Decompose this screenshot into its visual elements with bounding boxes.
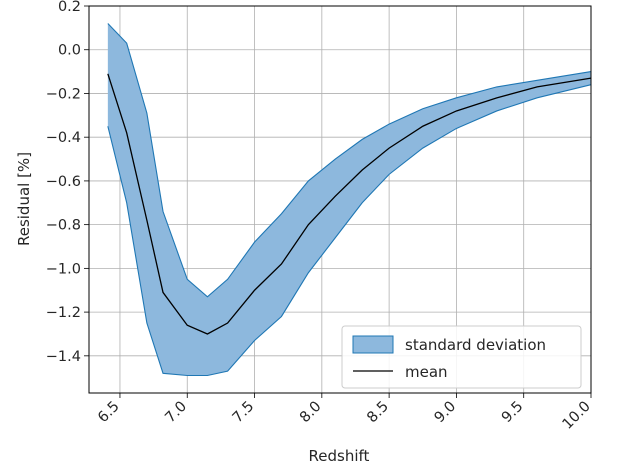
y-axis-label: Residual [%] bbox=[15, 152, 33, 246]
std-band-area bbox=[107, 23, 591, 376]
y-tick-label: −0.8 bbox=[46, 218, 81, 234]
x-axis-label: Redshift bbox=[309, 447, 370, 465]
std-band-lower-edge bbox=[107, 84, 592, 377]
y-axis-ticks: 0.2 0.0 −0.2 −0.4 −0.6 −0.8 −1.0 −1.2 −1.4 bbox=[46, 0, 89, 365]
y-tick-label: −1.2 bbox=[46, 305, 81, 321]
mean-line bbox=[107, 73, 592, 335]
y-tick-label: 0.2 bbox=[58, 0, 81, 15]
y-tick-label: 0.0 bbox=[58, 43, 81, 59]
mean-line-layer bbox=[107, 73, 592, 335]
y-tick-label: −0.4 bbox=[46, 130, 81, 146]
y-tick-label: −0.2 bbox=[46, 86, 81, 102]
legend: standard deviation mean bbox=[341, 325, 582, 389]
legend-label-std: standard deviation bbox=[405, 336, 546, 354]
y-tick-label: −1.4 bbox=[46, 349, 81, 365]
legend-box bbox=[341, 325, 582, 389]
legend-label-mean: mean bbox=[405, 363, 448, 381]
plot-frame bbox=[88, 5, 592, 394]
y-tick-label: −0.6 bbox=[46, 174, 81, 190]
std-band-upper-edge bbox=[107, 23, 592, 298]
std-band-layer bbox=[107, 23, 592, 377]
y-tick-label: −1.0 bbox=[46, 261, 81, 277]
legend-band-swatch bbox=[352, 335, 394, 354]
